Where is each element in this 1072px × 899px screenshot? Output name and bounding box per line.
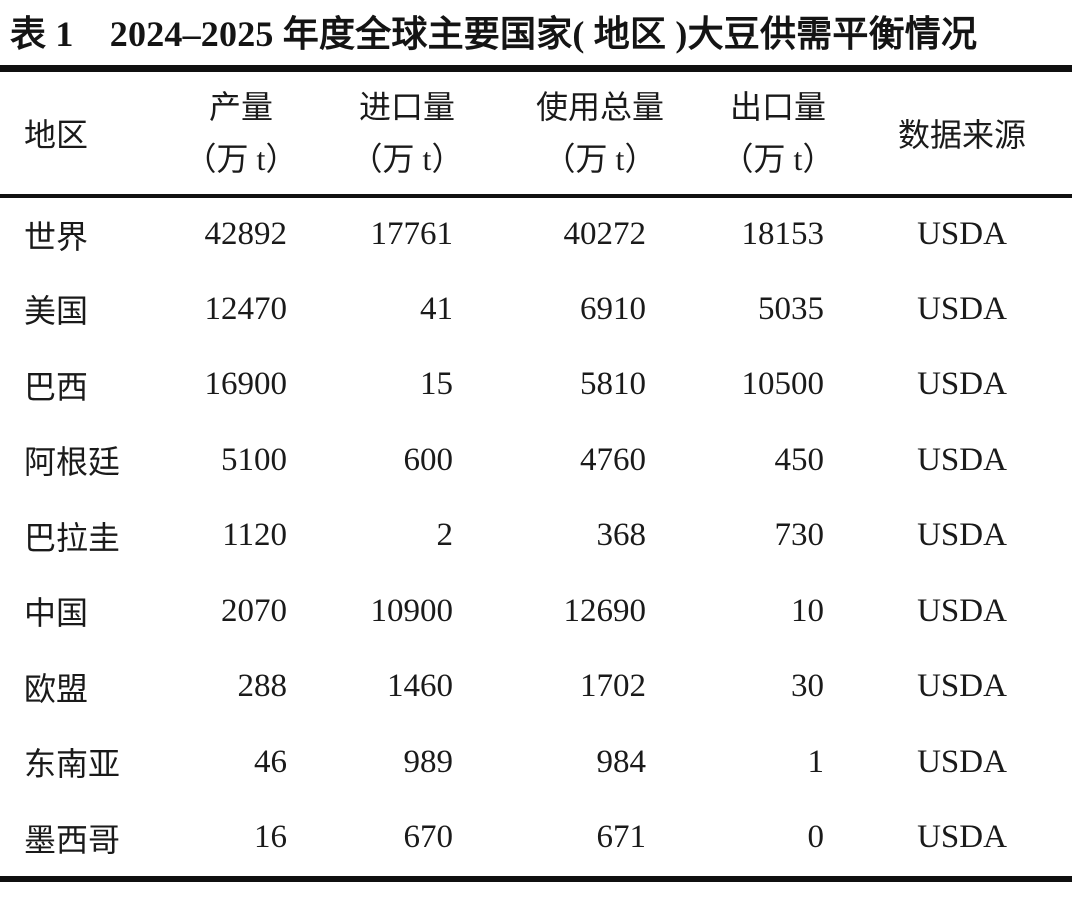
region-cell: 巴西 — [24, 368, 89, 405]
source-cell: USDA — [917, 441, 1007, 478]
col-header-exports-label: 出口量 — [730, 89, 827, 125]
region-cell: 中国 — [24, 595, 89, 632]
exports-cell: 1 — [807, 743, 825, 780]
header-row: 地区 产量 （万 t） 进口量 （万 t） 使用总量 （ — [0, 72, 1072, 198]
col-header-source: 数据来源 — [824, 72, 1072, 198]
imports-cell: 15 — [420, 366, 453, 403]
production-cell: 16 — [254, 819, 287, 856]
source-cell: USDA — [917, 743, 1007, 780]
exports-cell: 450 — [774, 441, 825, 478]
total-use-cell: 5810 — [580, 366, 646, 403]
exports-cell: 5035 — [758, 290, 824, 327]
col-header-exports: 出口量 （万 t） — [646, 72, 834, 198]
col-header-imports-label: 进口量 — [359, 89, 456, 125]
total-use-cell: 984 — [596, 743, 647, 780]
exports-cell: 18153 — [741, 216, 825, 253]
production-cell: 1120 — [222, 517, 287, 554]
table-row-eu: 欧盟 288 1460 1702 30 USDA — [0, 649, 1072, 725]
production-cell: 16900 — [204, 366, 288, 403]
col-header-total-use: 使用总量 （万 t） — [453, 72, 664, 198]
source-cell: USDA — [917, 366, 1007, 403]
imports-cell: 2 — [436, 517, 454, 554]
imports-cell: 989 — [403, 743, 454, 780]
exports-cell: 0 — [807, 819, 825, 856]
table-row-china: 中国 2070 10900 12690 10 USDA — [0, 574, 1072, 650]
region-cell: 美国 — [24, 293, 89, 330]
bottom-rule — [0, 875, 1072, 882]
exports-cell: 10 — [791, 592, 824, 629]
col-header-total-use-label: 使用总量 — [536, 89, 665, 125]
source-cell: USDA — [917, 290, 1007, 327]
supply-demand-table: 地区 产量 （万 t） 进口量 （万 t） 使用总量 （ — [0, 72, 1072, 876]
table-row-usa: 美国 12470 41 6910 5035 USDA — [0, 272, 1072, 348]
total-use-cell: 1702 — [580, 668, 646, 705]
imports-cell: 670 — [403, 819, 454, 856]
total-use-cell: 12690 — [563, 592, 647, 629]
total-use-cell: 368 — [596, 517, 647, 554]
col-header-production: 产量 （万 t） — [130, 72, 297, 198]
table-row-mexico: 墨西哥 16 670 671 0 USDA — [0, 800, 1072, 876]
table-row-argentina: 阿根廷 5100 600 4760 450 USDA — [0, 423, 1072, 499]
production-cell: 12470 — [204, 290, 288, 327]
region-cell: 巴拉圭 — [24, 519, 121, 556]
top-rule — [0, 65, 1072, 72]
col-header-imports-unit: （万 t） — [350, 141, 464, 177]
region-cell: 阿根廷 — [24, 444, 121, 481]
imports-cell: 600 — [403, 441, 454, 478]
source-cell: USDA — [917, 216, 1007, 253]
source-cell: USDA — [917, 592, 1007, 629]
table-row-world: 世界 42892 17761 40272 18153 USDA — [0, 196, 1072, 272]
production-cell: 46 — [254, 743, 287, 780]
region-cell: 世界 — [24, 218, 89, 255]
exports-cell: 10500 — [741, 366, 825, 403]
total-use-cell: 40272 — [563, 216, 647, 253]
total-use-cell: 6910 — [580, 290, 646, 327]
col-header-exports-unit: （万 t） — [721, 141, 835, 177]
col-header-imports: 进口量 （万 t） — [287, 72, 463, 198]
exports-cell: 30 — [791, 668, 824, 705]
imports-cell: 17761 — [370, 216, 454, 253]
source-cell: USDA — [917, 517, 1007, 554]
col-header-total-use-unit: （万 t） — [543, 141, 657, 177]
production-cell: 288 — [237, 668, 288, 705]
total-use-cell: 671 — [596, 819, 647, 856]
region-cell: 墨西哥 — [24, 821, 121, 858]
imports-cell: 10900 — [370, 592, 454, 629]
production-cell: 5100 — [221, 441, 287, 478]
col-header-region: 地区 — [0, 72, 130, 198]
source-cell: USDA — [917, 668, 1007, 705]
production-cell: 42892 — [204, 216, 288, 253]
imports-cell: 41 — [420, 290, 453, 327]
table-row-brazil: 巴西 16900 15 5810 10500 USDA — [0, 347, 1072, 423]
exports-cell: 730 — [774, 517, 825, 554]
table-row-southeast-asia: 东南亚 46 989 984 1 USDA — [0, 725, 1072, 801]
table-title: 表 1 2024–2025 年度全球主要国家( 地区 )大豆供需平衡情况 — [10, 14, 978, 54]
table-row-paraguay: 巴拉圭 1120 2 368 730 USDA — [0, 498, 1072, 574]
imports-cell: 1460 — [387, 668, 453, 705]
region-cell: 东南亚 — [24, 746, 121, 783]
col-header-production-unit: （万 t） — [184, 141, 298, 177]
region-cell: 欧盟 — [24, 670, 89, 707]
source-cell: USDA — [917, 819, 1007, 856]
col-header-production-label: 产量 — [208, 89, 273, 125]
production-cell: 2070 — [221, 592, 287, 629]
total-use-cell: 4760 — [580, 441, 646, 478]
